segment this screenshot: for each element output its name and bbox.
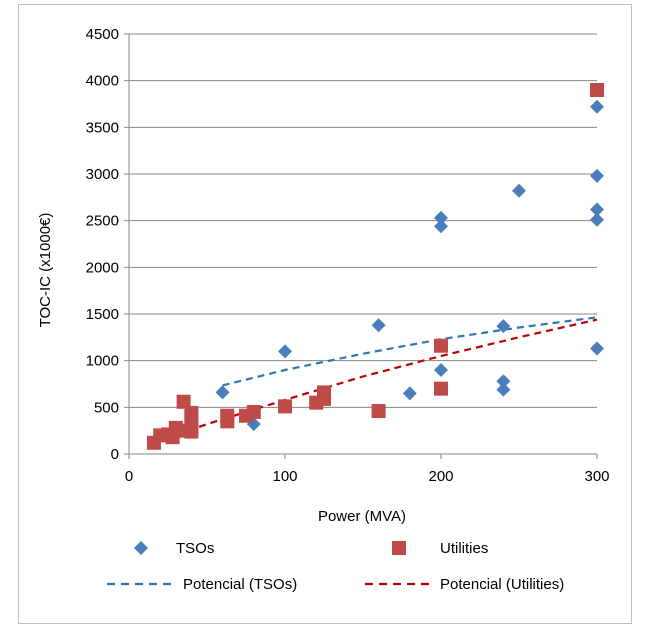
data-point-tsos — [434, 363, 448, 377]
y-tick-label: 0 — [111, 446, 119, 463]
legend-item: TSOs — [134, 540, 214, 557]
x-tick-label: 100 — [272, 468, 297, 485]
y-tick-label: 3000 — [86, 166, 119, 183]
x-tick-label: 0 — [125, 468, 133, 485]
data-point-tsos — [434, 210, 448, 225]
data-point-utilities — [371, 404, 386, 419]
legend-label: TSOs — [176, 540, 214, 557]
legend-label: Utilities — [440, 540, 488, 557]
data-point-tsos — [590, 341, 604, 356]
data-point-utilities — [171, 423, 186, 438]
data-point-tsos — [590, 99, 604, 114]
data-point-tsos — [590, 212, 604, 227]
trendlines — [153, 316, 598, 445]
data-points — [146, 83, 604, 450]
legend-diamond-icon — [134, 541, 148, 555]
y-tick-label: 500 — [94, 399, 119, 416]
legend-label: Potencial (Utilities) — [440, 576, 564, 593]
x-tick-label: 300 — [584, 468, 609, 485]
data-point-tsos — [371, 318, 386, 333]
legend-item: Utilities — [392, 540, 488, 557]
legend-square-icon — [392, 541, 406, 555]
legend: TSOs Utilities Potencial (TSOs) Potencial (… — [107, 540, 564, 593]
data-point-tsos — [512, 183, 526, 198]
scatter-chart: 0 500 1000 1500 2000 2500 3000 3500 4000 4500 0 100… — [37, 26, 610, 593]
data-point-utilities — [590, 83, 604, 97]
data-point-utilities — [434, 338, 448, 353]
legend-label: Potencial (TSOs) — [183, 576, 297, 593]
data-point-tsos — [496, 319, 511, 334]
data-point-tsos — [590, 168, 604, 183]
x-tick-label: 200 — [428, 468, 453, 485]
y-tick-label: 4500 — [86, 26, 119, 43]
gridlines — [129, 33, 597, 408]
data-point-utilities — [246, 405, 261, 419]
trendline-utilities — [153, 318, 598, 445]
y-tick-label: 1500 — [86, 306, 119, 323]
data-point-utilities — [184, 424, 199, 439]
data-point-tsos — [496, 382, 511, 397]
data-point-tsos — [434, 219, 448, 234]
data-point-tsos — [496, 374, 511, 389]
y-tick-label: 2500 — [86, 213, 119, 230]
trendline-tsos — [222, 316, 598, 387]
legend-item: Potencial (TSOs) — [107, 576, 297, 593]
y-tick-label: 2000 — [86, 259, 119, 276]
data-point-utilities — [220, 414, 235, 429]
x-axis-title: Power (MVA) — [318, 508, 406, 525]
data-point-utilities — [278, 399, 292, 414]
legend-item: Potencial (Utilities) — [365, 576, 564, 593]
data-point-tsos — [402, 386, 417, 401]
y-tick-label: 4000 — [86, 73, 119, 90]
y-tick-label: 1000 — [86, 353, 119, 370]
y-tick-label: 3500 — [86, 119, 119, 136]
data-point-utilities — [176, 394, 191, 409]
y-axis-title: TOC-IC (x1000€) — [37, 213, 54, 328]
data-point-utilities — [434, 381, 448, 396]
data-point-utilities — [317, 391, 331, 406]
data-point-tsos — [590, 202, 604, 217]
data-point-tsos — [215, 385, 230, 400]
axes: 0 500 1000 1500 2000 2500 3000 3500 4000 4500 0 100… — [86, 26, 610, 485]
data-point-tsos — [278, 344, 292, 359]
